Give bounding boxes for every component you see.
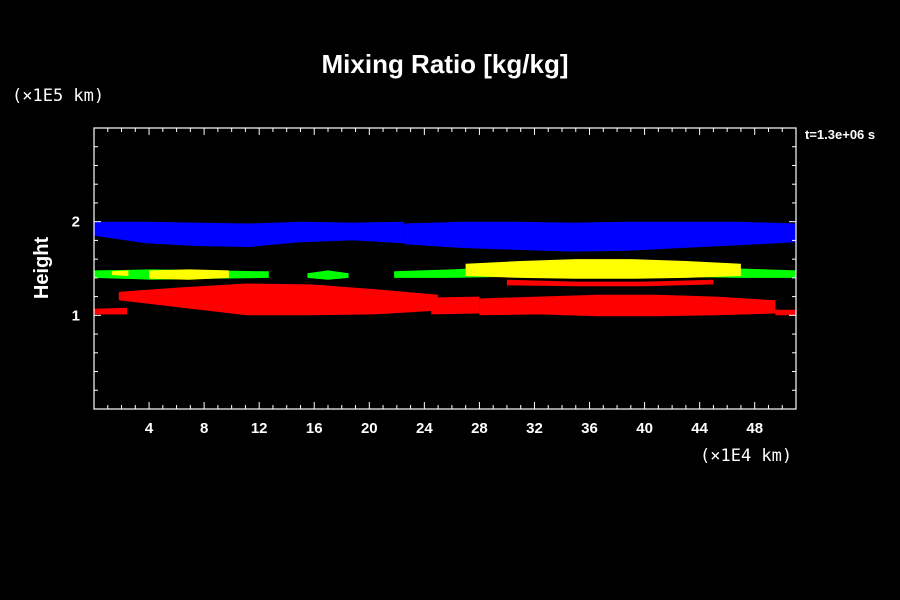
x-tick-label: 36 [581,420,598,437]
red-region-1 [94,307,127,315]
yellow-region-3 [465,259,741,279]
x-tick-label: 4 [145,420,154,437]
plot-frame [93,127,797,410]
red-region-4 [479,294,776,317]
red-region-5 [506,279,714,287]
data-layer [94,221,796,317]
blue-region-2 [403,221,796,252]
x-tick-label: 8 [200,420,208,437]
x-unit-label: (×1E4 km) [700,446,792,466]
x-tick-label: 20 [361,420,378,437]
y-axis-label: Height [31,237,53,300]
x-tick-label: 28 [471,420,488,437]
red-region-6 [775,309,796,316]
x-tick-label: 40 [636,420,653,437]
x-tick-label: 32 [526,420,543,437]
y-tick-label: 2 [72,214,80,231]
y-unit-label: (×1E5 km) [12,86,104,106]
red-region-3 [431,296,480,315]
y-tick-label: 1 [72,307,80,324]
x-tick-label: 48 [746,420,763,437]
x-tick-label: 24 [416,420,433,437]
chart-title: Mixing Ratio [kg/kg] [322,49,569,79]
blue-region-1 [94,221,404,247]
yellow-region-1 [111,270,129,276]
red-region-2 [118,283,439,316]
x-tick-label: 12 [251,420,268,437]
x-tick-label: 44 [691,420,708,437]
x-tick-label: 16 [306,420,323,437]
green-region-2 [307,270,349,280]
yellow-region-2 [149,269,229,280]
time-label: t=1.3e+06 s [805,127,875,142]
